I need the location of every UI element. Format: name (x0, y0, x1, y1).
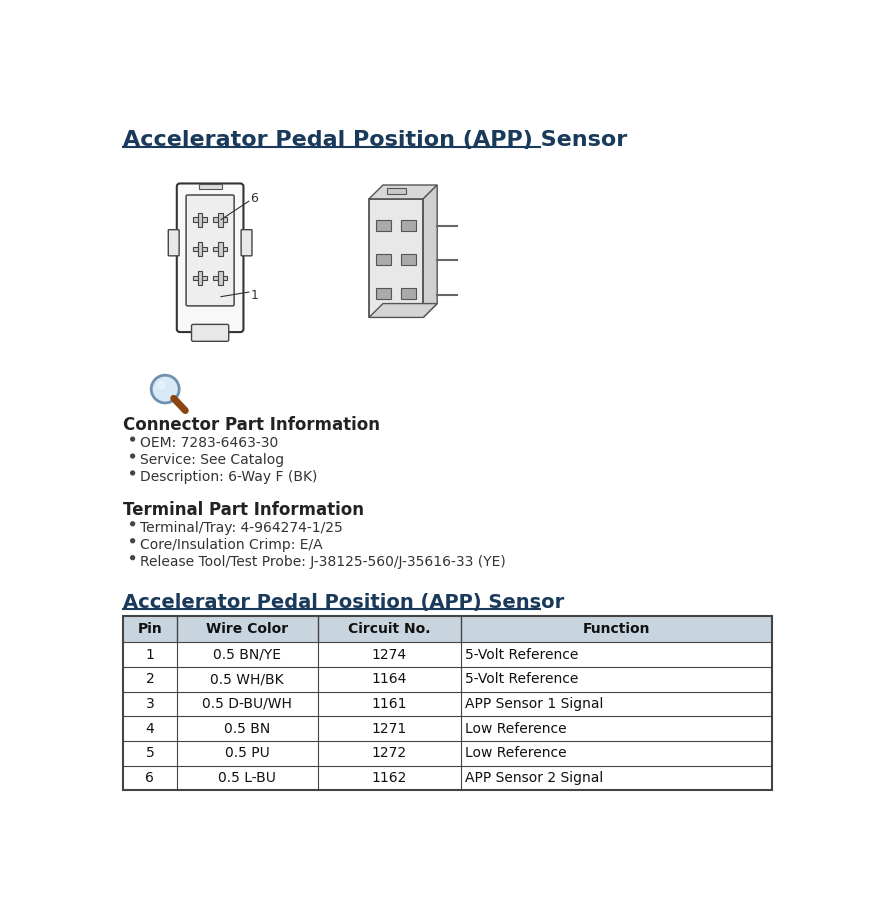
Bar (376, 255, 391, 266)
Circle shape (130, 437, 135, 441)
Text: 3: 3 (145, 697, 154, 711)
Text: 1272: 1272 (372, 746, 407, 760)
Bar (198, 212, 202, 227)
Text: Low Reference: Low Reference (466, 722, 567, 735)
Text: Connector Part Information: Connector Part Information (123, 416, 381, 434)
FancyBboxPatch shape (192, 324, 228, 341)
Bar (376, 288, 391, 299)
Bar (198, 271, 202, 285)
Bar (123, 766, 772, 790)
Text: OEM: 7283-6463-30: OEM: 7283-6463-30 (140, 436, 278, 450)
Text: Function: Function (583, 622, 650, 636)
Bar (123, 616, 772, 790)
Text: 2: 2 (145, 672, 154, 687)
Bar (387, 188, 406, 194)
Text: Terminal/Tray: 4-964274-1/25: Terminal/Tray: 4-964274-1/25 (140, 521, 343, 535)
Text: 4: 4 (145, 722, 154, 735)
Bar (123, 692, 772, 716)
Text: 0.5 BN: 0.5 BN (224, 722, 270, 735)
FancyBboxPatch shape (186, 195, 235, 306)
Bar (401, 288, 416, 299)
Text: 1162: 1162 (372, 771, 407, 785)
Text: APP Sensor 2 Signal: APP Sensor 2 Signal (466, 771, 604, 785)
Circle shape (130, 522, 135, 526)
Text: Accelerator Pedal Position (APP) Sensor: Accelerator Pedal Position (APP) Sensor (123, 593, 564, 612)
Text: Low Reference: Low Reference (466, 746, 567, 760)
Text: 1: 1 (145, 648, 154, 662)
Bar (123, 667, 772, 692)
Text: 1: 1 (250, 289, 258, 302)
Text: 0.5 L-BU: 0.5 L-BU (218, 771, 276, 785)
Circle shape (130, 471, 135, 475)
Text: 1161: 1161 (372, 697, 407, 711)
Bar (123, 616, 772, 643)
Text: Description: 6-Way F (BK): Description: 6-Way F (BK) (140, 470, 318, 484)
Text: Release Tool/Test Probe: J-38125-560/J-35616-33 (YE): Release Tool/Test Probe: J-38125-560/J-3… (140, 554, 506, 569)
Bar (214, 217, 228, 222)
Bar (193, 276, 207, 281)
Bar (401, 255, 416, 266)
FancyBboxPatch shape (168, 230, 179, 256)
Bar (376, 220, 391, 231)
Text: 6: 6 (250, 192, 258, 204)
Bar (198, 242, 202, 256)
Circle shape (130, 539, 135, 543)
Text: 1164: 1164 (372, 672, 407, 687)
Text: 5-Volt Reference: 5-Volt Reference (466, 672, 578, 687)
Bar (193, 217, 207, 222)
Polygon shape (369, 199, 424, 318)
Bar (123, 716, 772, 741)
Text: 5: 5 (145, 746, 154, 760)
Bar (218, 271, 222, 285)
Text: Wire Color: Wire Color (206, 622, 288, 636)
Circle shape (130, 556, 135, 560)
Text: APP Sensor 1 Signal: APP Sensor 1 Signal (466, 697, 604, 711)
Text: 0.5 PU: 0.5 PU (225, 746, 270, 760)
Polygon shape (369, 185, 438, 199)
Bar (214, 247, 228, 251)
Bar (193, 247, 207, 251)
Text: Pin: Pin (137, 622, 162, 636)
Text: 5-Volt Reference: 5-Volt Reference (466, 648, 578, 662)
Bar (218, 242, 222, 256)
Bar (214, 276, 228, 281)
FancyBboxPatch shape (242, 230, 252, 256)
Text: 0.5 D-BU/WH: 0.5 D-BU/WH (202, 697, 292, 711)
Bar (218, 212, 222, 227)
Text: 0.5 WH/BK: 0.5 WH/BK (210, 672, 284, 687)
FancyBboxPatch shape (177, 184, 243, 332)
Polygon shape (369, 303, 438, 318)
Polygon shape (424, 185, 438, 318)
Text: Circuit No.: Circuit No. (348, 622, 430, 636)
Circle shape (130, 454, 135, 458)
Circle shape (150, 374, 180, 404)
Text: Terminal Part Information: Terminal Part Information (123, 500, 364, 518)
Bar (401, 220, 416, 231)
Text: Accelerator Pedal Position (APP) Sensor: Accelerator Pedal Position (APP) Sensor (123, 130, 627, 149)
Bar (199, 184, 221, 189)
Text: Core/Insulation Crimp: E/A: Core/Insulation Crimp: E/A (140, 537, 323, 552)
Text: Service: See Catalog: Service: See Catalog (140, 453, 284, 467)
Text: 0.5 BN/YE: 0.5 BN/YE (214, 648, 281, 662)
Text: 1271: 1271 (372, 722, 407, 735)
Circle shape (157, 381, 166, 390)
Bar (123, 741, 772, 766)
Circle shape (151, 375, 179, 403)
Bar (123, 643, 772, 667)
Text: 6: 6 (145, 771, 154, 785)
Text: 1274: 1274 (372, 648, 407, 662)
